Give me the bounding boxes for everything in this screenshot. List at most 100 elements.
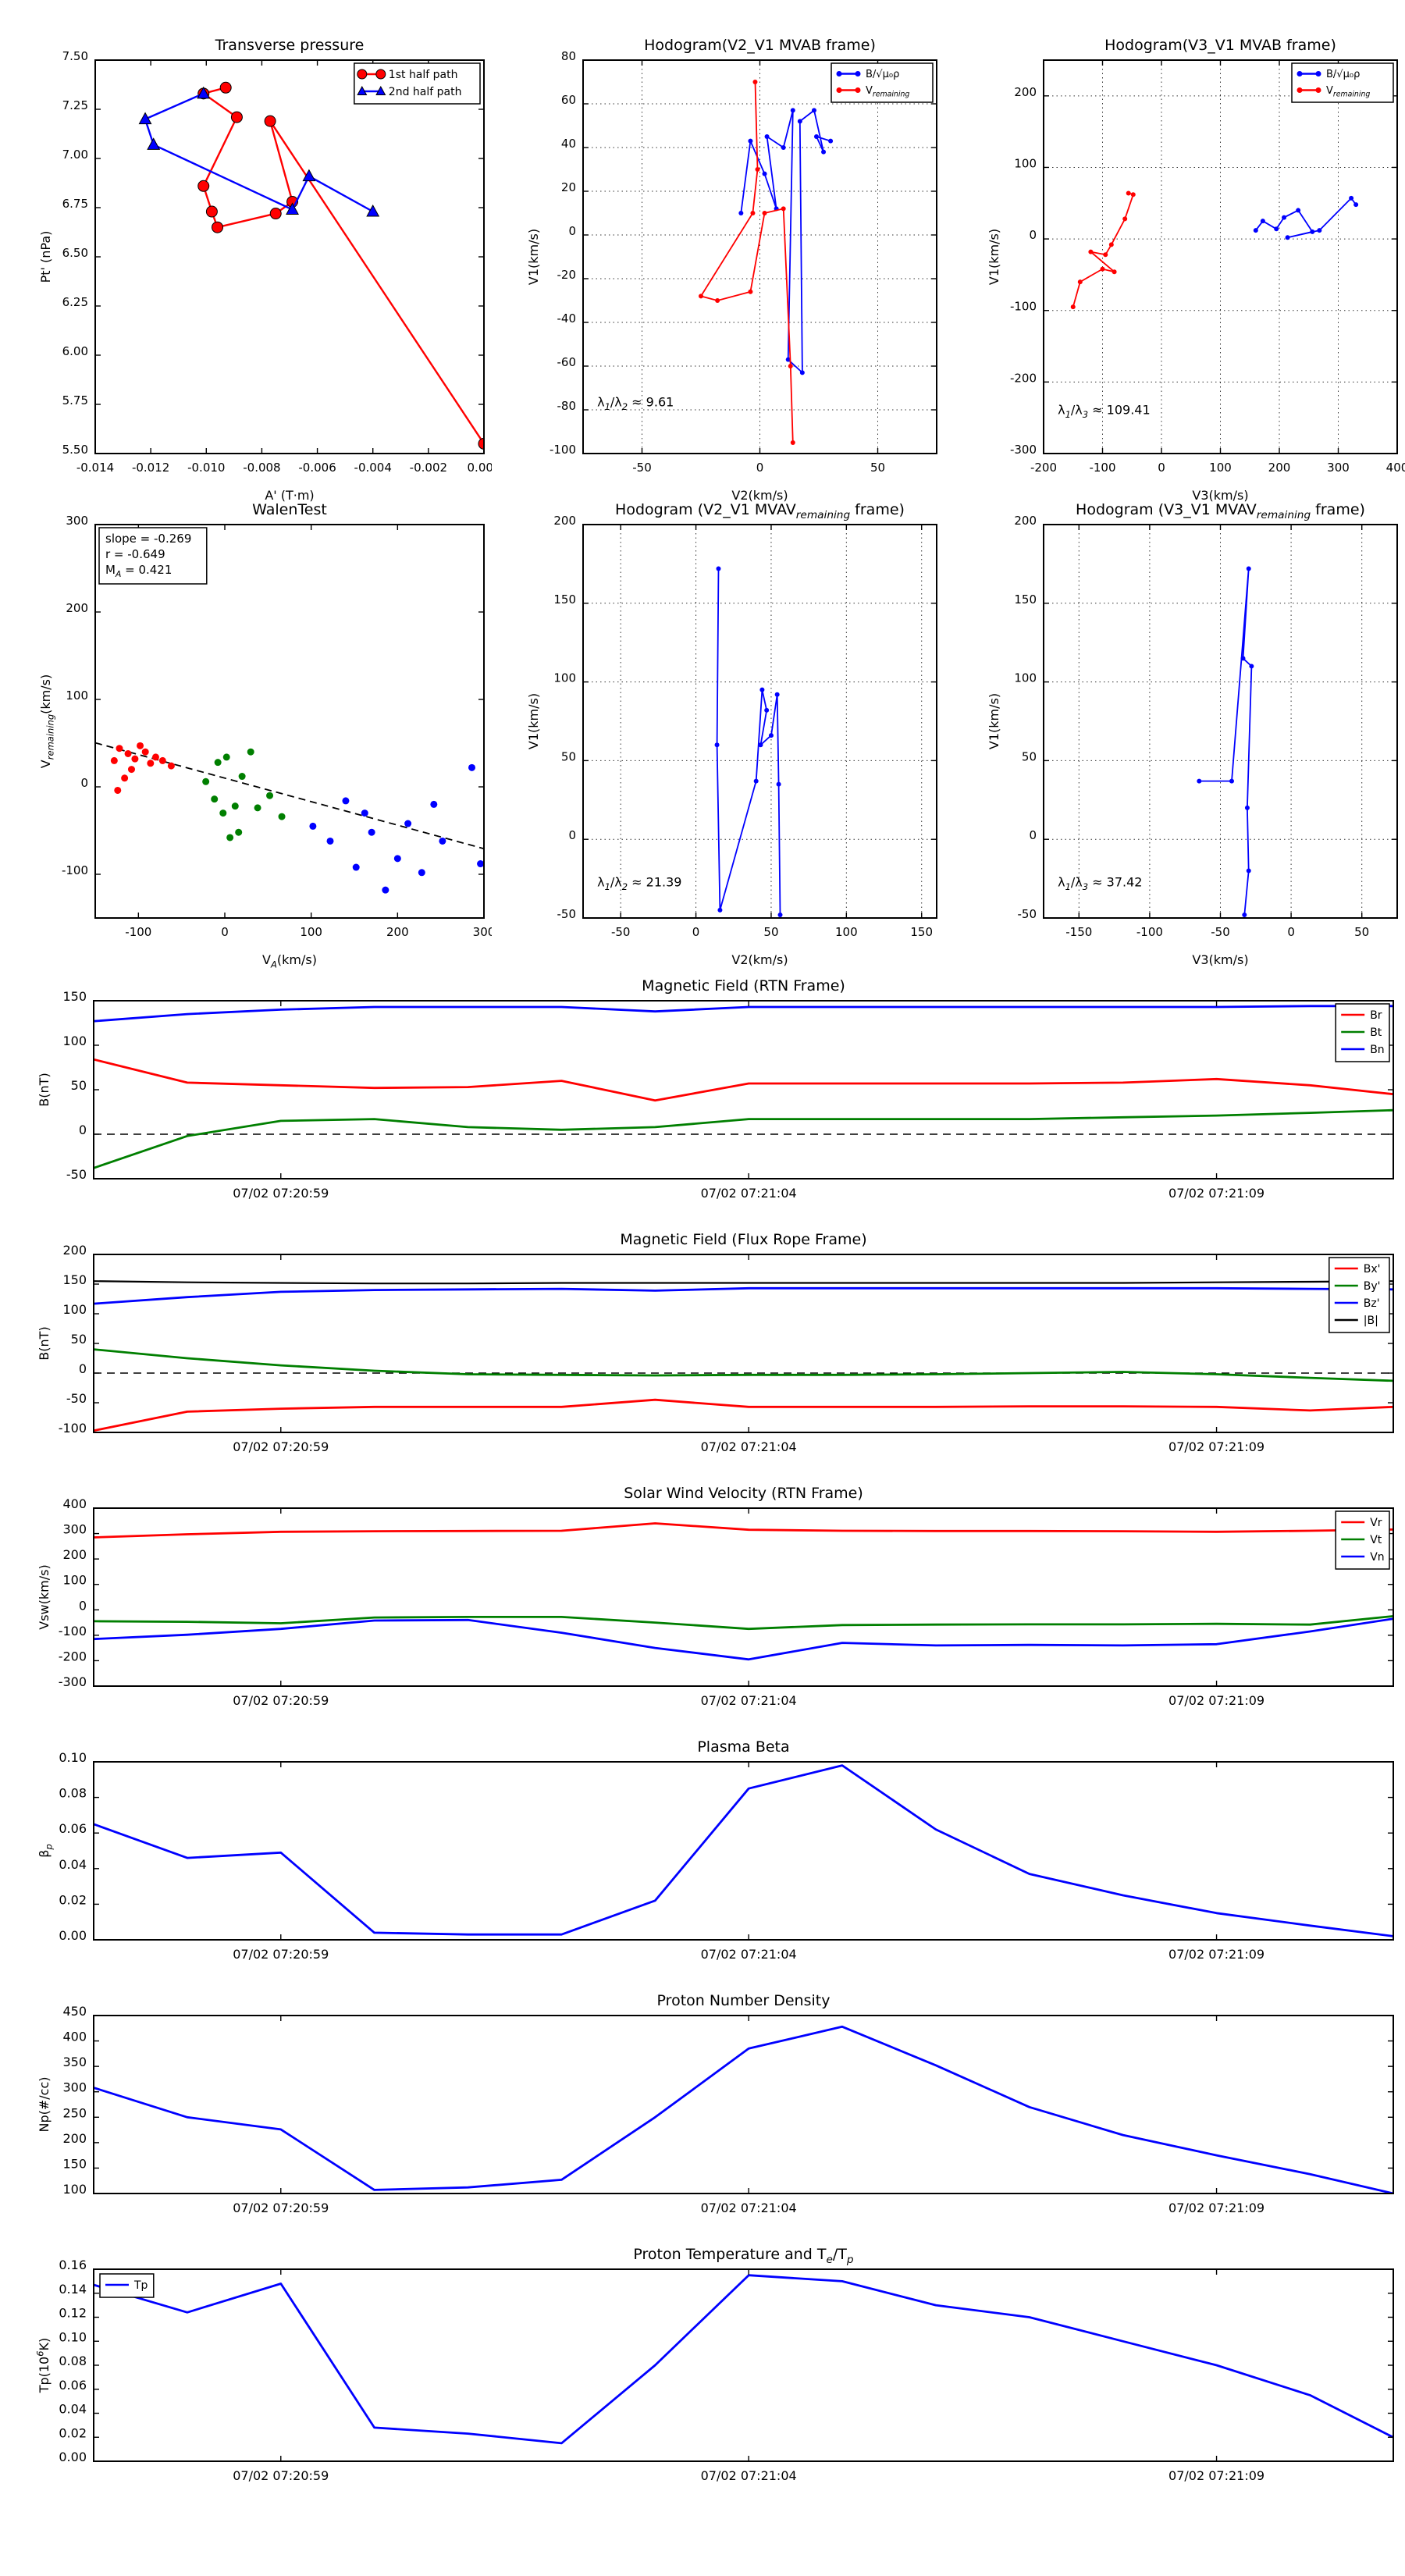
svg-text:Vremaining(km/s): Vremaining(km/s) xyxy=(38,674,55,768)
svg-text:-60: -60 xyxy=(557,355,577,369)
svg-text:07/02 07:21:09: 07/02 07:21:09 xyxy=(1168,1186,1264,1201)
svg-text:200: 200 xyxy=(553,514,576,528)
svg-text:07/02 07:21:04: 07/02 07:21:04 xyxy=(701,1947,797,1962)
svg-text:0: 0 xyxy=(1158,461,1165,475)
svg-text:100: 100 xyxy=(62,1034,87,1048)
svg-text:150: 150 xyxy=(62,2156,87,2171)
svg-text:r = -0.649: r = -0.649 xyxy=(105,547,165,561)
svg-text:0: 0 xyxy=(1029,828,1037,842)
svg-text:50: 50 xyxy=(71,1332,87,1347)
svg-text:λ1/λ2 ≈ 21.39: λ1/λ2 ≈ 21.39 xyxy=(597,875,681,892)
svg-text:λ1/λ3 ≈ 37.42: λ1/λ3 ≈ 37.42 xyxy=(1058,875,1142,892)
svg-text:40: 40 xyxy=(561,137,576,151)
svg-text:-50: -50 xyxy=(1211,925,1230,939)
svg-text:07/02 07:20:59: 07/02 07:20:59 xyxy=(233,1186,329,1201)
svg-text:-50: -50 xyxy=(632,461,652,475)
chart-vsw_rtn: 07/02 07:20:59 07/02 07:21:04 07/02 07:21:… xyxy=(37,1485,1394,1708)
svg-text:150: 150 xyxy=(62,1272,87,1287)
svg-text:By': By' xyxy=(1364,1280,1381,1293)
svg-text:V2(km/s): V2(km/s) xyxy=(731,488,788,503)
svg-text:0: 0 xyxy=(79,1361,87,1376)
svg-text:-100: -100 xyxy=(1089,461,1115,475)
svg-text:-100: -100 xyxy=(1136,925,1163,939)
svg-text:400: 400 xyxy=(62,2030,87,2044)
svg-text:VA(km/s): VA(km/s) xyxy=(262,952,317,970)
svg-text:-0.006: -0.006 xyxy=(298,461,336,475)
svg-text:Proton Temperature and Te/Tp: Proton Temperature and Te/Tp xyxy=(633,2246,854,2266)
svg-text:7.25: 7.25 xyxy=(62,98,88,112)
svg-text:0.10: 0.10 xyxy=(59,2329,87,2344)
svg-text:07/02 07:21:09: 07/02 07:21:09 xyxy=(1168,1947,1264,1962)
panel-solar-wind-velocity: 07/02 07:20:59 07/02 07:21:04 07/02 07:21:… xyxy=(23,1475,1405,1719)
panel-magnetic-field-fluxrope: 07/02 07:20:59 07/02 07:21:04 07/02 07:21:… xyxy=(23,1222,1405,1465)
svg-text:100: 100 xyxy=(1014,156,1037,170)
svg-text:100: 100 xyxy=(1209,461,1232,475)
chart-hodogram_v2v1_mvab: -50 0 50 -100 -80 -60 -40 -20 0 20 40 60 80 Hodogram(… xyxy=(526,37,937,503)
svg-text:0.10: 0.10 xyxy=(59,1750,87,1765)
panel-walen-test: -100 0 100 200 300 -100 0 100 200 300 WalenTest VA(… xyxy=(23,476,492,984)
svg-text:Solar Wind Velocity (RTN Frame: Solar Wind Velocity (RTN Frame) xyxy=(624,1485,863,1502)
svg-text:-150: -150 xyxy=(1065,925,1092,939)
svg-text:400: 400 xyxy=(62,1496,87,1511)
svg-text:Vt: Vt xyxy=(1370,1534,1382,1546)
svg-text:50: 50 xyxy=(870,461,885,475)
svg-text:0: 0 xyxy=(79,1123,87,1137)
svg-text:0: 0 xyxy=(79,1598,87,1613)
svg-text:-0.002: -0.002 xyxy=(410,461,447,475)
svg-text:150: 150 xyxy=(910,925,933,939)
svg-text:V1(km/s): V1(km/s) xyxy=(987,229,1001,285)
svg-text:Vr: Vr xyxy=(1370,1517,1382,1529)
svg-text:Br: Br xyxy=(1370,1009,1382,1022)
svg-text:Hodogram(V2_V1 MVAB frame): Hodogram(V2_V1 MVAB frame) xyxy=(644,37,876,54)
chart-np_density: 07/02 07:20:59 07/02 07:21:04 07/02 07:21:… xyxy=(37,1992,1394,2215)
svg-text:450: 450 xyxy=(62,2004,87,2019)
panel-hodogram-v3v1-mvav: -150 -100 -50 0 50 -50 0 50 100 150 200 Hodogram (V… xyxy=(972,476,1405,984)
svg-text:V1(km/s): V1(km/s) xyxy=(526,229,541,285)
svg-text:07/02 07:21:04: 07/02 07:21:04 xyxy=(701,1439,797,1454)
svg-text:200: 200 xyxy=(1014,514,1037,528)
svg-text:07/02 07:21:04: 07/02 07:21:04 xyxy=(701,2201,797,2215)
svg-text:100: 100 xyxy=(66,688,88,703)
svg-text:-40: -40 xyxy=(557,311,577,326)
svg-text:300: 300 xyxy=(62,2080,87,2095)
svg-text:0.08: 0.08 xyxy=(59,1786,87,1801)
svg-text:B/√μ₀ρ: B/√μ₀ρ xyxy=(1326,69,1360,80)
svg-text:WalenTest: WalenTest xyxy=(252,501,327,518)
svg-text:0.08: 0.08 xyxy=(59,2354,87,2368)
svg-text:7.50: 7.50 xyxy=(62,49,88,63)
svg-text:0: 0 xyxy=(692,925,700,939)
svg-text:200: 200 xyxy=(62,1243,87,1258)
svg-text:MA = 0.421: MA = 0.421 xyxy=(105,563,172,579)
svg-text:0: 0 xyxy=(80,776,88,790)
svg-text:-50: -50 xyxy=(611,925,631,939)
svg-text:-0.014: -0.014 xyxy=(76,461,114,475)
svg-text:-100: -100 xyxy=(62,863,88,877)
svg-text:200: 200 xyxy=(62,2131,87,2146)
svg-text:-50: -50 xyxy=(557,907,577,921)
chart-hodogram_v3v1_mvab: -200 -100 0 100 200 300 400 -300 -200 -100 0 100 200… xyxy=(987,37,1405,503)
svg-text:50: 50 xyxy=(1022,749,1037,763)
svg-text:07/02 07:21:04: 07/02 07:21:04 xyxy=(701,1693,797,1708)
svg-text:-50: -50 xyxy=(1018,907,1037,921)
svg-text:0.04: 0.04 xyxy=(59,1857,87,1872)
svg-text:Hodogram (V3_V1 MVAVremaining: Hodogram (V3_V1 MVAVremaining frame) xyxy=(1076,501,1365,521)
svg-text:Plasma Beta: Plasma Beta xyxy=(697,1738,789,1756)
panel-proton-temperature: 07/02 07:20:59 07/02 07:21:04 07/02 07:21:… xyxy=(23,2236,1405,2494)
svg-text:-0.010: -0.010 xyxy=(187,461,225,475)
svg-text:-200: -200 xyxy=(1010,371,1037,385)
svg-text:07/02 07:21:04: 07/02 07:21:04 xyxy=(701,2468,797,2483)
svg-text:200: 200 xyxy=(1268,461,1291,475)
svg-text:0.04: 0.04 xyxy=(59,2402,87,2417)
svg-text:-0.004: -0.004 xyxy=(354,461,392,475)
svg-text:Magnetic Field (Flux Rope Fram: Magnetic Field (Flux Rope Frame) xyxy=(620,1231,866,1248)
svg-text:-100: -100 xyxy=(550,443,576,457)
panel-proton-density: 07/02 07:20:59 07/02 07:21:04 07/02 07:21:… xyxy=(23,1983,1405,2226)
svg-text:07/02 07:20:59: 07/02 07:20:59 xyxy=(233,2468,329,2483)
svg-text:6.25: 6.25 xyxy=(62,295,88,309)
svg-text:Hodogram (V2_V1 MVAVremaining: Hodogram (V2_V1 MVAVremaining frame) xyxy=(615,501,905,521)
svg-text:V1(km/s): V1(km/s) xyxy=(526,693,541,749)
svg-text:-0.012: -0.012 xyxy=(132,461,169,475)
svg-text:07/02 07:20:59: 07/02 07:20:59 xyxy=(233,2201,329,2215)
chart-walen_test: -100 0 100 200 300 -100 0 100 200 300 WalenTest VA(… xyxy=(38,501,492,970)
panel-hodogram-v2v1-mvav: -50 0 50 100 150 -50 0 50 100 150 200 Hodogram (V2_… xyxy=(511,476,944,984)
